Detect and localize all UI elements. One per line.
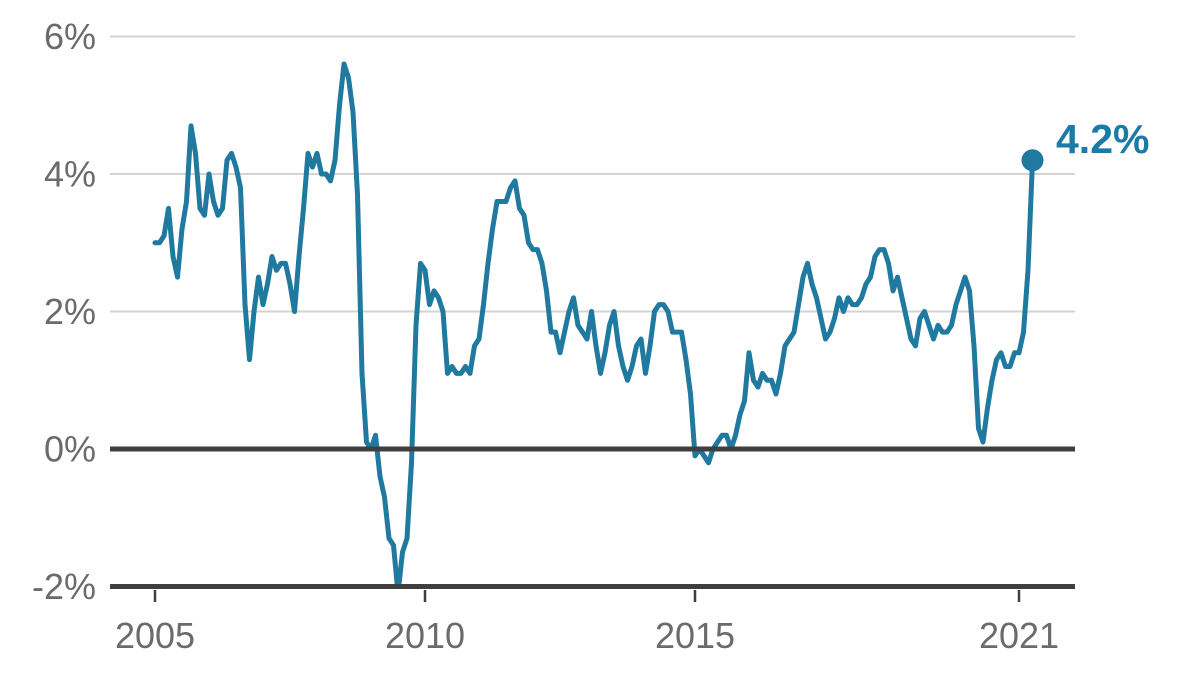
x-tick-label: 2005: [115, 615, 195, 656]
y-tick-label: 6%: [44, 16, 96, 57]
y-tick-label: 2%: [44, 291, 96, 332]
end-value-label: 4.2%: [1056, 116, 1150, 162]
y-tick-label: 4%: [44, 154, 96, 195]
data-line: [152, 61, 1035, 588]
end-point-dot: [1021, 149, 1044, 172]
x-tick-label: 2015: [655, 615, 735, 656]
x-tick-label: 2010: [385, 615, 465, 656]
y-tick-label: 0%: [44, 429, 96, 470]
x-tick-label: 2021: [979, 615, 1059, 656]
y-tick-label: -2%: [32, 566, 96, 607]
